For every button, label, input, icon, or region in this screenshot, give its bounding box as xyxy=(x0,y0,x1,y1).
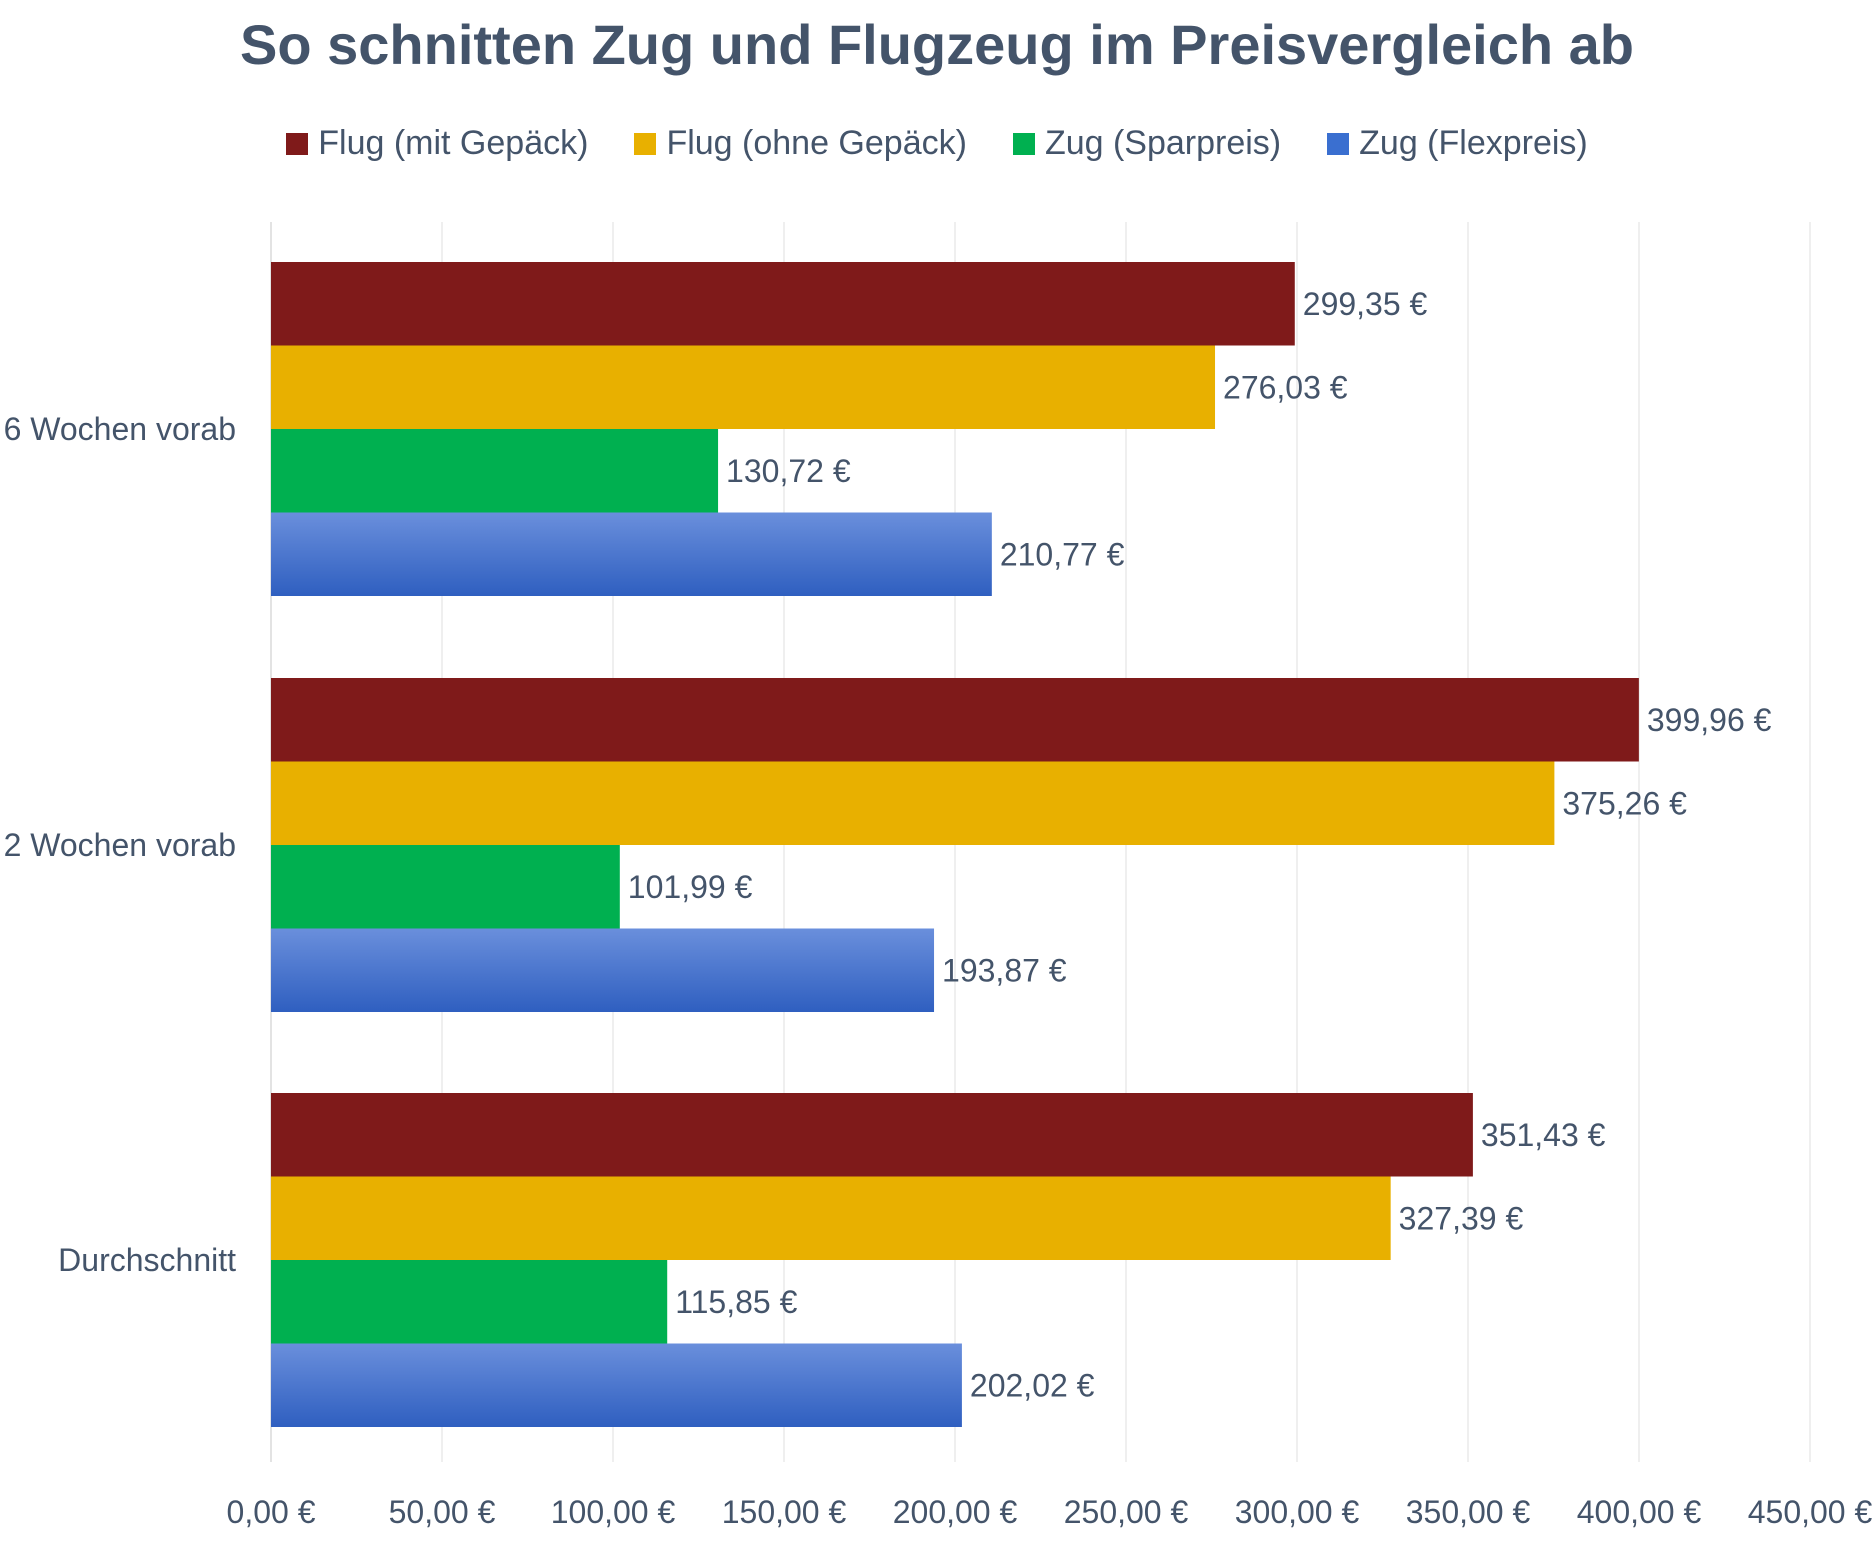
bar-2-2 xyxy=(271,1260,668,1344)
x-tick-label-4: 200,00 € xyxy=(893,1494,1018,1530)
legend-swatch-0 xyxy=(286,132,309,155)
legend-swatch-3 xyxy=(1327,132,1350,155)
bar-0-1 xyxy=(271,345,1216,429)
bar-2-3 xyxy=(271,1343,962,1427)
data-label-0-2: 130,72 € xyxy=(726,453,851,489)
legend-label-3: Zug (Flexpreis) xyxy=(1359,124,1588,162)
legend-item-0: Flug (mit Gepäck) xyxy=(286,124,588,163)
x-tick-label-7: 350,00 € xyxy=(1406,1494,1531,1530)
legend-swatch-2 xyxy=(1012,132,1035,155)
bar-2-0 xyxy=(271,1093,1473,1177)
x-tick-label-6: 300,00 € xyxy=(1235,1494,1360,1530)
x-tick-label-1: 50,00 € xyxy=(389,1494,496,1530)
legend-label-0: Flug (mit Gepäck) xyxy=(318,124,589,162)
data-label-1-0: 399,96 € xyxy=(1647,702,1772,738)
category-label-1: 2 Wochen vorab xyxy=(4,827,236,863)
legend-item-1: Flug (ohne Gepäck) xyxy=(634,124,967,163)
data-label-0-0: 299,35 € xyxy=(1303,286,1428,322)
bar-2-1 xyxy=(271,1176,1391,1260)
legend-item-3: Zug (Flexpreis) xyxy=(1327,124,1588,163)
legend: Flug (mit Gepäck) Flug (ohne Gepäck) Zug… xyxy=(0,124,1874,163)
data-label-2-0: 351,43 € xyxy=(1481,1117,1606,1153)
data-label-0-1: 276,03 € xyxy=(1223,369,1348,405)
data-label-2-3: 202,02 € xyxy=(970,1367,1095,1403)
data-label-1-1: 375,26 € xyxy=(1562,785,1687,821)
data-label-1-3: 193,87 € xyxy=(942,952,1067,988)
category-label-0: 6 Wochen vorab xyxy=(4,411,236,447)
bar-1-3 xyxy=(271,928,935,1012)
x-tick-label-9: 450,00 € xyxy=(1748,1494,1873,1530)
bar-0-2 xyxy=(271,429,719,513)
x-tick-label-0: 0,00 € xyxy=(227,1494,316,1530)
legend-item-2: Zug (Sparpreis) xyxy=(1012,124,1282,163)
bar-0-3 xyxy=(271,512,992,596)
data-label-1-2: 101,99 € xyxy=(628,869,753,905)
x-tick-label-8: 400,00 € xyxy=(1577,1494,1702,1530)
bar-1-2 xyxy=(271,845,620,929)
data-label-2-2: 115,85 € xyxy=(675,1284,797,1320)
data-label-2-1: 327,39 € xyxy=(1399,1200,1524,1236)
x-tick-label-5: 250,00 € xyxy=(1064,1494,1189,1530)
bar-1-1 xyxy=(271,761,1555,845)
legend-swatch-1 xyxy=(634,132,657,155)
legend-label-2: Zug (Sparpreis) xyxy=(1044,124,1282,162)
x-tick-label-3: 150,00 € xyxy=(722,1494,847,1530)
data-label-0-3: 210,77 € xyxy=(1000,536,1125,572)
category-label-2: Durchschnitt xyxy=(58,1242,236,1278)
legend-label-1: Flug (ohne Gepäck) xyxy=(666,124,967,162)
x-tick-label-2: 100,00 € xyxy=(551,1494,676,1530)
chart-title: So schnitten Zug und Flugzeug im Preisve… xyxy=(240,13,1634,76)
bar-0-0 xyxy=(271,262,1295,346)
bar-1-0 xyxy=(271,678,1639,762)
